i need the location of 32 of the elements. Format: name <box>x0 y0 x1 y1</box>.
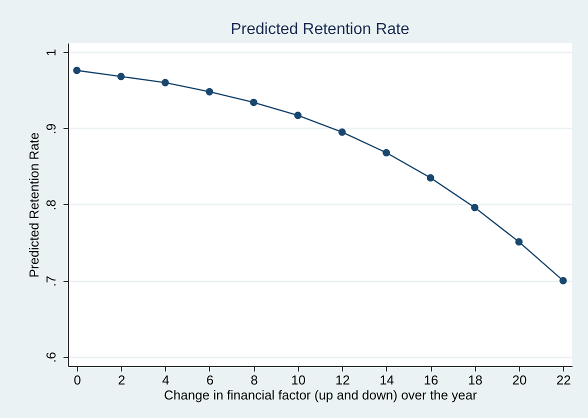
point <box>250 98 258 106</box>
x-tick-label: 20 <box>512 372 527 388</box>
y-axis-title: Predicted Retention Rate <box>26 132 42 278</box>
x-tick-label: 18 <box>468 372 482 388</box>
x-tick-label: 22 <box>556 372 571 388</box>
point <box>559 276 567 284</box>
y-tick-label: .6 <box>44 352 58 363</box>
point <box>382 148 390 156</box>
x-tick-label: 2 <box>118 372 126 388</box>
point <box>471 204 478 212</box>
point <box>206 88 214 96</box>
y-tick-label: .7 <box>44 276 58 287</box>
x-tick-label: 14 <box>380 372 394 388</box>
point <box>73 66 81 74</box>
point <box>162 78 169 86</box>
x-axis-title: Change in financial factor (up and down) over the year <box>164 388 478 402</box>
point <box>338 128 346 136</box>
point <box>515 238 523 246</box>
x-tick-label: 10 <box>291 372 306 388</box>
x-tick-label: 16 <box>424 372 438 388</box>
point <box>294 112 302 120</box>
chart-title: Predicted Retention Rate <box>230 21 410 38</box>
y-tick-label: .8 <box>44 200 58 210</box>
x-tick-label: 4 <box>162 372 170 388</box>
x-tick-label: 8 <box>250 372 258 388</box>
point <box>426 174 434 182</box>
y-tick-label: 1 <box>44 49 58 56</box>
x-tick-label: 6 <box>206 372 214 388</box>
x-tick-label: 12 <box>335 372 350 388</box>
point <box>117 72 125 80</box>
y-tick-label: .9 <box>44 123 58 134</box>
x-tick-label: 0 <box>74 372 81 388</box>
